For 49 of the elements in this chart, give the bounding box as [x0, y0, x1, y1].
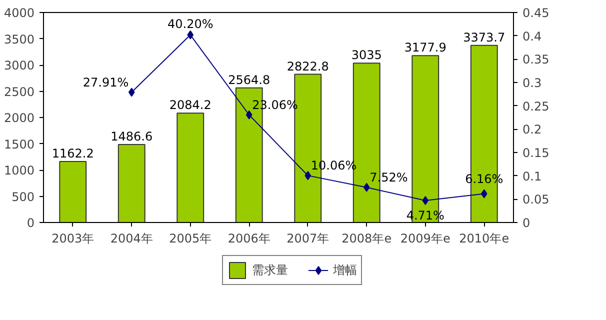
x-tick-label: 2010年e [459, 232, 510, 246]
y2-tick-label: 0.45 [522, 6, 550, 20]
x-tick-label: 2009年e [400, 232, 450, 246]
y-tick-label: 500 [12, 190, 34, 204]
data-label: 40.20% [167, 16, 214, 31]
data-label: 2084.2 [169, 98, 212, 112]
data-label: 2822.8 [286, 59, 329, 74]
data-label: 3373.7 [463, 30, 506, 44]
y2-tick-label: 0.1 [522, 169, 542, 184]
point [363, 182, 370, 192]
y-tick-label: 3500 [4, 32, 35, 46]
y2-tick-label: 0.15 [522, 146, 550, 160]
x-tick-label: 2007年 [286, 232, 330, 246]
y-tick-label: 3000 [4, 58, 35, 72]
point [187, 30, 194, 40]
y2-tick-label: 0.25 [522, 99, 550, 114]
y2-tick-label: 0.35 [522, 52, 550, 67]
data-label: 2564.8 [228, 72, 270, 87]
x-tick-label: 2003年 [52, 232, 94, 246]
y-tick-label: 1500 [4, 137, 35, 152]
point [422, 196, 429, 206]
y-tick-label: 2500 [4, 84, 35, 99]
legend-label: 增幅 [333, 262, 357, 278]
y-tick-label: 2000 [4, 111, 35, 125]
y-tick-label: 1000 [4, 164, 35, 178]
point [304, 171, 312, 180]
y-tick-label: 0 [26, 216, 35, 230]
bar [118, 144, 146, 222]
x-tick-label: 2008年e [342, 232, 392, 246]
y2-tick-label: 0.3 [522, 76, 542, 90]
point [128, 88, 135, 97]
data-label: 3177.9 [404, 40, 446, 55]
bar [59, 160, 87, 222]
y2-tick-label: 0.4 [522, 29, 542, 44]
x-tick-label: 2004年 [110, 232, 153, 246]
x-tick-label: 2006年 [228, 232, 270, 246]
y2-tick-label: 0 [522, 216, 530, 230]
data-label: 1162.2 [52, 146, 94, 160]
y2-tick-label: 0.2 [522, 122, 542, 137]
bar [176, 112, 204, 222]
x-tick-label: 2005年 [169, 232, 212, 246]
y2-tick-label: 0.05 [522, 192, 550, 207]
data-label: 1486.6 [110, 129, 153, 144]
point [246, 110, 252, 120]
data-label: 3035 [351, 48, 382, 62]
legend-label: 需求量 [252, 262, 288, 278]
y-tick-label: 4000 [4, 6, 35, 20]
point [480, 189, 488, 198]
data-label: 27.91% [82, 75, 129, 90]
